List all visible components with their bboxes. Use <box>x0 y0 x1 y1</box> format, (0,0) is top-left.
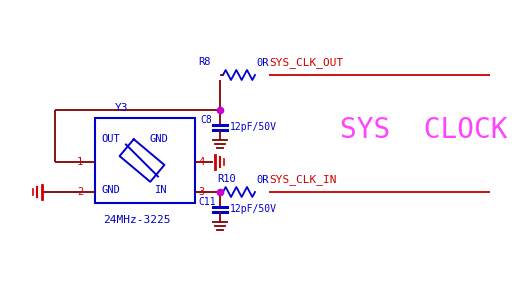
Text: 24MHz-3225: 24MHz-3225 <box>103 215 170 225</box>
Text: 3: 3 <box>198 187 204 197</box>
Text: GND: GND <box>150 134 169 144</box>
Text: GND: GND <box>101 185 120 195</box>
Text: 12pF/50V: 12pF/50V <box>230 204 277 214</box>
Text: R10: R10 <box>217 174 236 184</box>
Text: SYS_CLK_IN: SYS_CLK_IN <box>269 174 337 185</box>
Text: Y3: Y3 <box>115 103 129 113</box>
Text: 0R: 0R <box>256 175 269 185</box>
Text: R8: R8 <box>198 57 211 67</box>
Text: 4: 4 <box>198 157 204 167</box>
Text: IN: IN <box>155 185 168 195</box>
Bar <box>95 118 195 203</box>
Text: C11: C11 <box>198 197 215 207</box>
Text: SYS_CLK_OUT: SYS_CLK_OUT <box>269 57 343 68</box>
Text: SYS  CLOCK: SYS CLOCK <box>340 116 508 144</box>
Text: 0R: 0R <box>256 58 269 68</box>
Text: 12pF/50V: 12pF/50V <box>230 122 277 132</box>
Text: 2: 2 <box>77 187 83 197</box>
Text: C8: C8 <box>200 115 212 125</box>
Text: 1: 1 <box>77 157 83 167</box>
Text: OUT: OUT <box>101 134 120 144</box>
